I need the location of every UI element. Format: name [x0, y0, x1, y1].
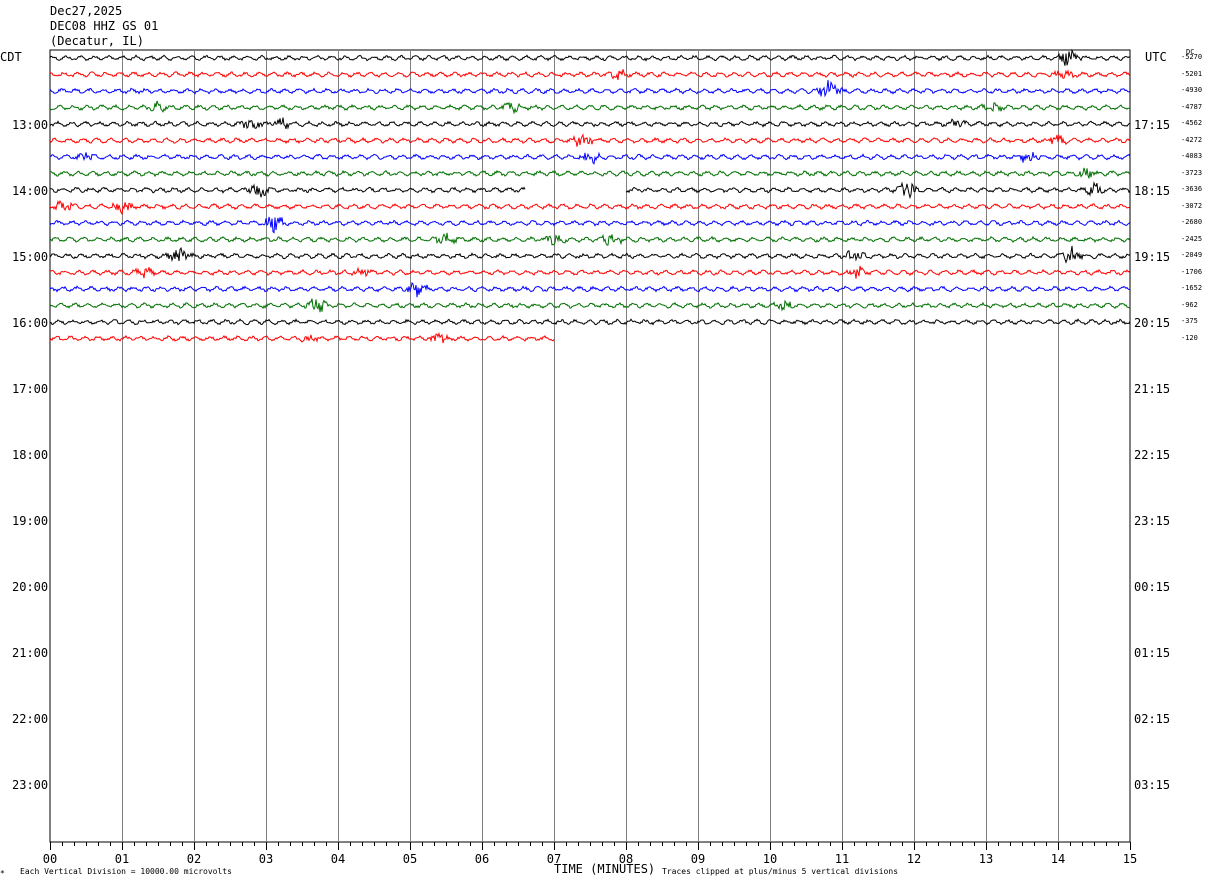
dc-offset-label: -4083: [1181, 152, 1203, 160]
right-hour-label: 19:15: [1134, 250, 1171, 264]
trace-black: [49, 117, 1131, 130]
dc-offset-label: -120: [1181, 333, 1198, 342]
trace-red: [49, 331, 555, 344]
x-tick-label: 06: [474, 852, 490, 866]
left-hour-label: 19:00: [12, 514, 49, 528]
x-tick-label: 04: [330, 852, 346, 866]
trace-red: [49, 133, 1131, 147]
trace-green: [49, 100, 1131, 115]
x-tick-label: 14: [1050, 852, 1066, 866]
dc-offset-label: -2680: [1181, 218, 1203, 226]
left-hour-label: 13:00: [12, 118, 49, 132]
dc-offset-label: -5270: [1181, 53, 1203, 61]
trace-black: [625, 180, 1131, 200]
left-hour-label: 17:00: [12, 382, 49, 396]
right-hour-label: 21:15: [1134, 382, 1171, 396]
trace-green: [49, 298, 1131, 313]
dc-offset-label: -4930: [1181, 86, 1203, 94]
x-axis-title: TIME (MINUTES): [554, 862, 656, 876]
trace-red: [49, 199, 1131, 216]
dc-offset-label: -2049: [1181, 251, 1203, 259]
trace-blue: [49, 79, 1131, 98]
dc-offset-label: -1706: [1181, 267, 1203, 276]
left-hour-label: 23:00: [12, 778, 49, 792]
scale-note: Each Vertical Division = 10000.00 microv…: [20, 867, 232, 876]
x-tick-label: 00: [42, 852, 58, 866]
x-tick-label: 09: [690, 852, 706, 866]
right-hour-label: 20:15: [1134, 316, 1171, 330]
x-tick-label: 05: [402, 852, 418, 866]
right-hour-label: 03:15: [1134, 778, 1171, 792]
trace-blue: [49, 281, 1130, 298]
right-hour-label: 01:15: [1134, 646, 1171, 660]
trace-black: [49, 318, 1131, 326]
x-tick-label: 10: [762, 852, 778, 866]
dc-offset-label: -1652: [1181, 284, 1203, 292]
dc-offset-label: -3723: [1181, 168, 1203, 177]
left-hour-label: 22:00: [12, 712, 49, 726]
right-hour-label: 00:15: [1134, 580, 1171, 594]
left-hour-label: 21:00: [12, 646, 49, 660]
x-tick-label: 03: [258, 852, 274, 866]
dc-offset-label: -4272: [1181, 135, 1203, 144]
right-hour-label: 17:15: [1134, 118, 1171, 132]
trace-green: [49, 232, 1131, 246]
dc-offset-label: -962: [1181, 300, 1198, 309]
left-hour-label: 14:00: [12, 184, 49, 198]
dc-offset-label: -2425: [1181, 234, 1203, 243]
x-tick-label: 07: [546, 852, 562, 866]
corner-mark: *: [0, 869, 5, 878]
x-tick-label: 02: [186, 852, 202, 866]
right-hour-label: 02:15: [1134, 712, 1171, 726]
clip-note: Traces clipped at plus/minus 5 vertical …: [662, 867, 899, 876]
station-label: DEC08 HHZ GS 01: [50, 19, 159, 33]
x-tick-label: 12: [906, 852, 922, 866]
left-hour-label: 15:00: [12, 250, 49, 264]
right-hour-label: 23:15: [1134, 514, 1171, 528]
dc-label: DC: [1186, 48, 1195, 56]
left-hour-label: 20:00: [12, 580, 49, 594]
dc-offset-label: -4562: [1181, 119, 1203, 127]
trace-red: [49, 69, 1131, 81]
x-tick-label: 08: [618, 852, 634, 866]
trace-blue: [49, 216, 1131, 234]
dc-offset-label: -375: [1181, 317, 1198, 325]
trace-black: [49, 183, 526, 198]
left-hour-label: 16:00: [12, 316, 49, 330]
x-tick-label: 15: [1122, 852, 1138, 866]
dc-offset-label: -3636: [1181, 185, 1203, 193]
left-hour-label: 18:00: [12, 448, 49, 462]
dc-offset-label: -4787: [1181, 102, 1203, 111]
trace-black: [49, 48, 1131, 66]
trace-black: [49, 245, 1131, 264]
trace-red: [49, 265, 1131, 279]
date-label: Dec27,2025: [50, 4, 123, 18]
plot-frame: [49, 49, 1131, 843]
x-tick-label: 11: [834, 852, 850, 866]
trace-blue: [49, 151, 1131, 165]
x-tick-label: 13: [978, 852, 994, 866]
dc-offset-label: -5201: [1181, 69, 1203, 78]
trace-green: [49, 167, 1131, 179]
dc-offset-label: -3072: [1181, 201, 1203, 210]
right-hour-label: 22:15: [1134, 448, 1171, 462]
x-tick-label: 01: [114, 852, 130, 866]
left-zone-label: CDT: [0, 50, 22, 64]
right-hour-label: 18:15: [1134, 184, 1171, 198]
right-zone-label: UTC: [1145, 50, 1167, 64]
location-label: (Decatur, IL): [50, 34, 144, 48]
